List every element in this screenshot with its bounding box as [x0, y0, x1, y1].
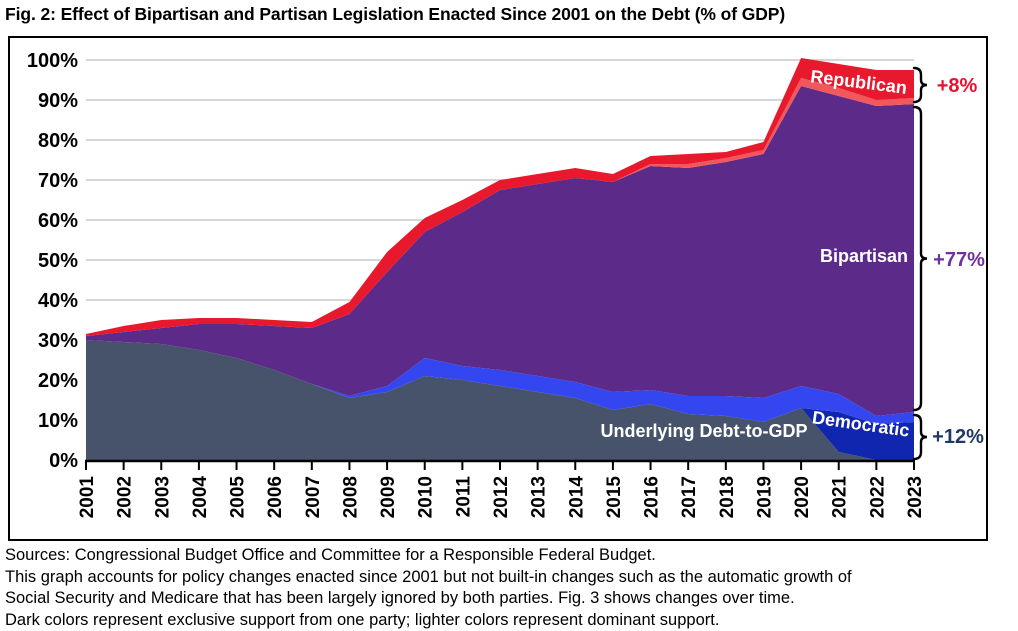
brace-republican — [912, 66, 928, 104]
y-tick-label: 70% — [38, 170, 78, 192]
area-bipartisan — [86, 86, 914, 416]
chart-plot-frame: 0% 10% 20% 30% 40% 50% 60% 70% 80% 90% 100% 2001 200… — [8, 36, 988, 541]
annotation-bipartisan: +77% — [933, 249, 985, 271]
annotation-republican: +8% — [937, 75, 978, 97]
y-tick-label: 40% — [38, 290, 78, 312]
x-tick-label: 2013 — [529, 476, 550, 518]
area-label-underlying: Underlying Debt-to-GDP — [601, 421, 808, 441]
area-republican-exclusive — [86, 58, 914, 336]
x-tick-label: 2006 — [265, 476, 286, 518]
area-label-bipartisan: Bipartisan — [820, 246, 908, 266]
x-tick-label: 2019 — [754, 476, 775, 518]
area-underlying — [86, 340, 914, 460]
area-democratic-dominant — [86, 340, 914, 424]
brace-bipartisan — [912, 105, 928, 412]
y-tick-label: 0% — [49, 450, 78, 472]
x-tick-label: 2011 — [453, 476, 474, 518]
x-tick-label: 2020 — [792, 476, 813, 518]
y-tick-label: 50% — [38, 250, 78, 272]
y-tick-label: 90% — [38, 90, 78, 112]
x-tick-label: 2009 — [378, 476, 399, 518]
footer-note-line-3: Dark colors represent exclusive support … — [5, 610, 720, 629]
y-tick-label: 30% — [38, 330, 78, 352]
x-tick-label: 2004 — [190, 476, 211, 519]
x-tick-label: 2015 — [604, 476, 625, 519]
y-tick-label: 60% — [38, 210, 78, 232]
footer-notes: Sources: Congressional Budget Office and… — [5, 545, 1015, 631]
y-tick-label: 100% — [27, 50, 78, 72]
x-tick-label: 2001 — [77, 476, 98, 519]
x-tick-label: 2005 — [228, 476, 249, 519]
y-tick-label: 80% — [38, 130, 78, 152]
x-tick-label: 2021 — [830, 476, 851, 519]
annotation-democratic: +12% — [932, 426, 984, 448]
x-tick-label: 2022 — [867, 476, 888, 518]
x-tick-label: 2016 — [642, 476, 663, 518]
chart-svg: 0% 10% 20% 30% 40% 50% 60% 70% 80% 90% 100% 2001 200… — [27, 50, 985, 519]
y-tick-label: 20% — [38, 370, 78, 392]
brace-democratic — [912, 413, 928, 461]
x-tick-label: 2017 — [679, 476, 700, 518]
x-tick-label: 2023 — [905, 476, 926, 518]
x-tick-label: 2014 — [566, 476, 587, 519]
y-tick-label: 10% — [38, 410, 78, 432]
x-tick-label: 2010 — [416, 476, 437, 518]
footer-note-line-1: This graph accounts for policy changes e… — [5, 567, 852, 586]
x-tick-label: 2002 — [115, 476, 136, 518]
chart-title: Fig. 2: Effect of Bipartisan and Partisa… — [5, 4, 786, 24]
footer-sources-line: Sources: Congressional Budget Office and… — [5, 546, 656, 564]
x-tick-label: 2003 — [152, 476, 173, 518]
footer-note-line-2: Social Security and Medicare that has be… — [5, 589, 795, 608]
x-tick-label: 2012 — [491, 476, 512, 518]
x-tick-label: 2018 — [717, 476, 738, 518]
x-tick-label: 2007 — [303, 476, 324, 518]
x-tick-label: 2008 — [340, 476, 361, 518]
